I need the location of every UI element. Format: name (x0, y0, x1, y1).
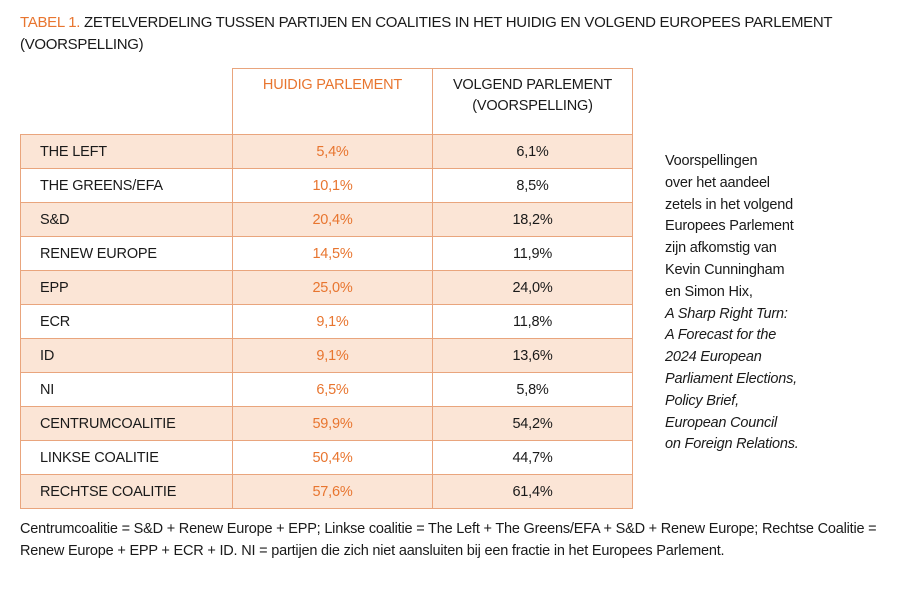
note-line: over het aandeel (665, 174, 770, 191)
table-row: ID 9,1% 13,6% (20, 338, 633, 373)
footnote: Centrumcoalitie = S&D + Renew Europe + E… (20, 521, 877, 559)
table-cell: 44,7% (432, 440, 633, 475)
table-cell: 11,8% (432, 304, 633, 339)
table-row: LINKSE COALITIE 50,4% 44,7% (20, 440, 633, 475)
table-cell: 9,1% (232, 304, 433, 339)
note-line: zijn afkomstig van (665, 240, 777, 257)
table-cell: 5,8% (432, 372, 633, 407)
title-label: TABEL 1. (20, 14, 81, 31)
table-cell: 54,2% (432, 406, 633, 441)
table-row: CENTRUMCOALITIE 59,9% 54,2% (20, 406, 633, 441)
note-source-line: Parliament Elections, (665, 370, 797, 387)
table-cell: 50,4% (232, 440, 433, 475)
table-row: NI 6,5% 5,8% (20, 372, 633, 407)
table-cell: ID (20, 338, 233, 373)
table-cell: 10,1% (232, 168, 433, 203)
header-cell: VOLGEND PARLEMENT (VOORSPELLING) (432, 68, 633, 135)
table-cell: 6,1% (432, 134, 633, 169)
note-source-line: A Sharp Right Turn: (665, 305, 788, 322)
table-cell: 57,6% (232, 474, 433, 509)
table-cell: 61,4% (432, 474, 633, 509)
table-cell: CENTRUMCOALITIE (20, 406, 233, 441)
table: HUIDIG PARLEMENT VOLGEND PARLEMENT (VOOR… (20, 68, 633, 509)
table-cell: 18,2% (432, 202, 633, 237)
table-row: THE GREENS/EFA 10,1% 8,5% (20, 168, 633, 203)
note-source-line: 2024 European (665, 349, 762, 366)
table-row: EPP 25,0% 24,0% (20, 270, 633, 305)
side-note: Voorspellingen over het aandeel zetels in … (665, 151, 890, 456)
table-cell: LINKSE COALITIE (20, 440, 233, 475)
title-text: ZETELVERDELING TUSSEN PARTIJEN EN COALIT… (20, 14, 832, 53)
table-cell: 11,9% (432, 236, 633, 271)
header-row: HUIDIG PARLEMENT VOLGEND PARLEMENT (VOOR… (20, 68, 633, 135)
table-cell: RENEW EUROPE (20, 236, 233, 271)
table-cell: S&D (20, 202, 233, 237)
table-row: RECHTSE COALITIE 57,6% 61,4% (20, 474, 633, 509)
note-line: Voorspellingen (665, 153, 758, 169)
note-source-line: European Council (665, 414, 778, 431)
table-cell: 25,0% (232, 270, 433, 305)
table-cell: 24,0% (432, 270, 633, 305)
table-body: THE LEFT 5,4% 6,1% THE GREENS/EFA 10,1% 8,5% S… (20, 134, 633, 509)
table-cell: 9,1% (232, 338, 433, 373)
header-cell (20, 68, 233, 135)
header-cell: HUIDIG PARLEMENT (232, 68, 433, 135)
note-source-line: Policy Brief, (665, 392, 739, 409)
table-cell: THE LEFT (20, 134, 233, 169)
table-cell: EPP (20, 270, 233, 305)
note-line: Europees Parlement (665, 218, 794, 235)
table-row: THE LEFT 5,4% 6,1% (20, 134, 633, 169)
table-cell: 6,5% (232, 372, 433, 407)
note-line: en Simon Hix, (665, 283, 753, 300)
table-row: RENEW EUROPE 14,5% 11,9% (20, 236, 633, 271)
table-row: S&D 20,4% 18,2% (20, 202, 633, 237)
table-cell: 14,5% (232, 236, 433, 271)
note-source-line: A Forecast for the (665, 327, 777, 344)
note-line: Kevin Cunningham (665, 261, 785, 278)
table-cell: THE GREENS/EFA (20, 168, 233, 203)
note-source-line: on Foreign Relations. (665, 436, 799, 453)
table-cell: 13,6% (432, 338, 633, 373)
table-cell: 8,5% (432, 168, 633, 203)
table-cell: RECHTSE COALITIE (20, 474, 233, 509)
title: TABEL 1. ZETELVERDELING TUSSEN PARTIJEN … (20, 12, 850, 56)
table-cell: 59,9% (232, 406, 433, 441)
table-cell: NI (20, 372, 233, 407)
table-cell: ECR (20, 304, 233, 339)
table-row: ECR 9,1% 11,8% (20, 304, 633, 339)
table-cell: 20,4% (232, 202, 433, 237)
table-cell: 5,4% (232, 134, 433, 169)
note-line: zetels in het volgend (665, 196, 793, 213)
